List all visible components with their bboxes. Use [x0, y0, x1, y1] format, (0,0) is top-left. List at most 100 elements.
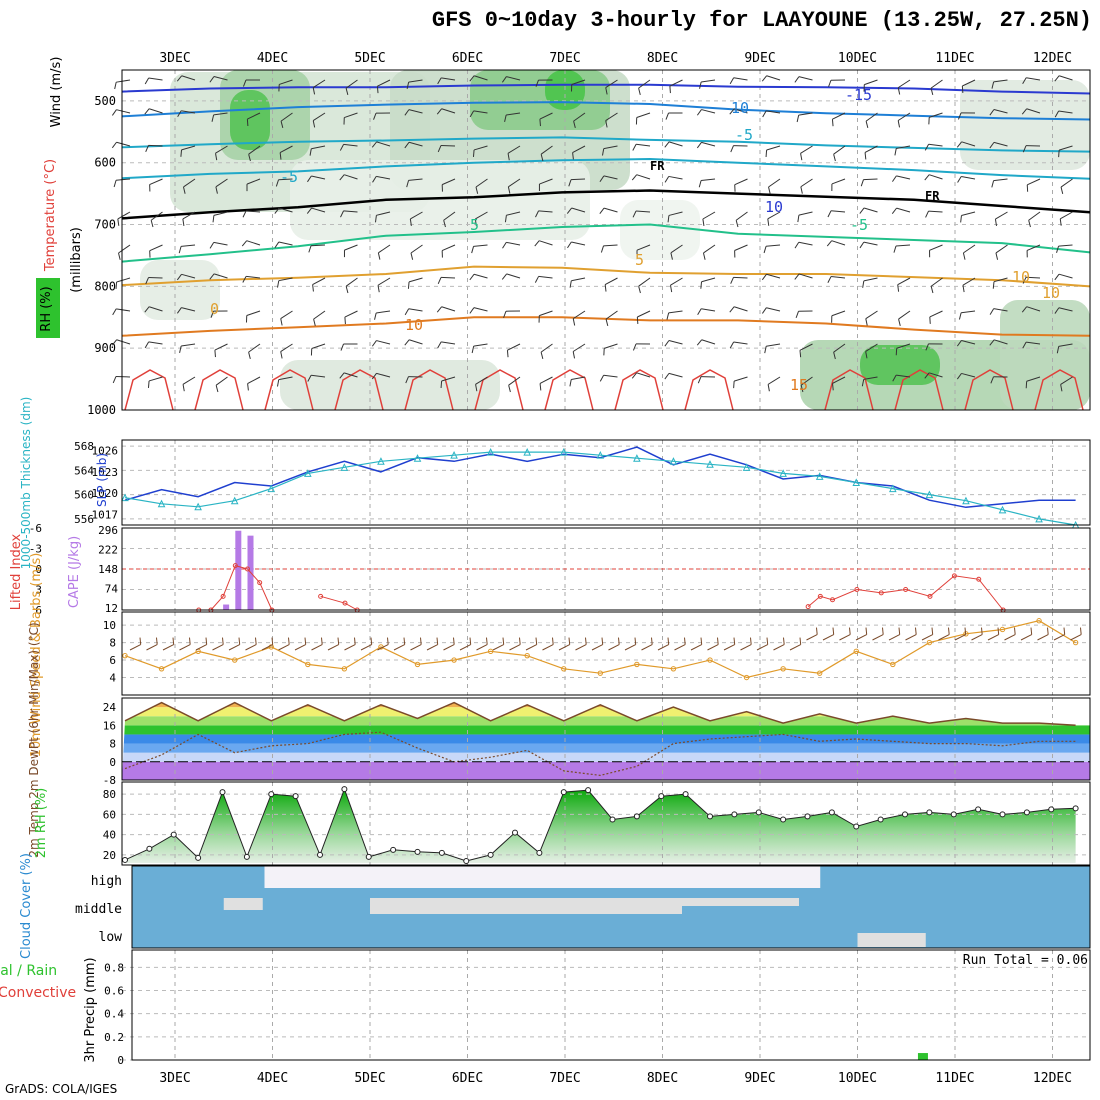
contour-label: FR	[650, 159, 665, 173]
wind-barb	[248, 343, 261, 353]
wind-barb	[409, 218, 412, 226]
wind-barb	[307, 375, 312, 382]
rh-marker	[560, 789, 567, 796]
wind-barb	[604, 343, 618, 349]
wind-barb	[798, 273, 813, 279]
isotherm-line	[121, 265, 1091, 288]
wind-barb	[150, 211, 163, 221]
surface-wind-barb	[650, 637, 653, 645]
wind-barb	[116, 79, 131, 83]
wind-barb	[280, 318, 283, 326]
wind-barb	[799, 350, 802, 358]
wind-barb	[149, 306, 163, 312]
wind-barb	[664, 373, 670, 380]
legend-convective: Convective	[0, 985, 76, 1001]
wind-barb	[180, 149, 183, 157]
wind-barb	[441, 376, 456, 382]
rh-marker	[1072, 805, 1079, 812]
wind-barb	[670, 277, 683, 286]
wind-barb	[148, 77, 163, 81]
wind-barb	[831, 240, 846, 246]
wind-barb	[344, 310, 358, 318]
surface-wind-barb	[228, 644, 240, 651]
red-contour	[194, 369, 244, 411]
rh-area	[125, 789, 1076, 863]
ylabel-slp: SLP (mb)	[95, 453, 109, 507]
surface-wind-barb	[311, 644, 323, 651]
precip-frame	[131, 949, 1091, 1061]
wind-barb	[1056, 346, 1060, 354]
wind-speed-marker	[158, 666, 165, 672]
surface-wind-barb	[179, 644, 191, 651]
chart-title: GFS 0~10day 3-hourly for LAAYOUNE (13.25…	[431, 8, 1092, 33]
date-label-top: 11DEC	[935, 51, 974, 66]
wind-barb	[863, 207, 878, 213]
date-label-top: 8DEC	[647, 51, 678, 66]
wind-barb	[242, 276, 247, 283]
wind-barb	[961, 372, 976, 378]
wind-barb	[827, 210, 832, 218]
surface-wind-barb	[525, 644, 537, 651]
wind-barb	[469, 75, 475, 82]
wind-barb	[181, 307, 196, 312]
lifted-index-tick: 0	[35, 563, 42, 576]
lifted-index-marker	[805, 604, 811, 610]
wind-barb	[668, 175, 683, 180]
precip-tick: 0.4	[104, 1008, 124, 1021]
isotherm-line	[121, 223, 1091, 263]
ylabel-lifted-index: Lifted Index	[9, 533, 24, 610]
surface-wind-barb	[261, 644, 273, 651]
wind-speed-marker	[487, 648, 494, 655]
surface-wind-barb	[558, 644, 570, 651]
wind-barb	[632, 343, 637, 351]
surface-wind-barb	[212, 644, 224, 651]
surface-wind-barb	[1030, 627, 1033, 635]
rh-marker	[512, 829, 518, 836]
wind-barb	[440, 276, 456, 279]
surface-wind-barb	[535, 637, 538, 645]
wind-barb	[632, 210, 637, 218]
wind-barb	[701, 277, 716, 283]
surface-wind-barb	[584, 637, 587, 645]
precip-tick: 0.2	[104, 1031, 124, 1044]
wind-barb	[538, 210, 553, 213]
wind-barb	[569, 379, 572, 387]
wind-barb	[246, 178, 261, 185]
wind-barb	[734, 244, 748, 251]
wind-barb	[113, 180, 117, 188]
wind-barb	[734, 178, 748, 186]
wind-barb	[995, 252, 999, 260]
wind-barb	[241, 240, 248, 247]
wind-barb	[761, 75, 768, 82]
wind-barb	[280, 310, 293, 319]
wind-barb	[827, 276, 832, 283]
wind-barb	[794, 76, 800, 83]
wind-barb	[213, 112, 228, 116]
wind-barb	[246, 275, 261, 279]
wind-barb	[763, 246, 767, 254]
thickness-marker	[596, 451, 605, 459]
surface-wind-barb	[271, 637, 274, 645]
wind-barb	[701, 141, 716, 147]
wind-barb	[116, 308, 131, 312]
wind-barb	[573, 121, 576, 129]
wind-barb	[832, 376, 846, 384]
wind-barb	[636, 372, 651, 378]
wind-barb	[376, 372, 391, 378]
wind-barb	[378, 244, 391, 254]
wind-barb	[1058, 307, 1073, 312]
wind-barb	[247, 112, 261, 120]
wind-barb	[765, 150, 768, 158]
wind-barb	[404, 339, 410, 346]
wind-barb	[372, 176, 377, 183]
rh-marker	[633, 813, 640, 820]
thickness-marker	[304, 469, 312, 477]
thickness-marker	[962, 496, 970, 505]
cape-bar	[223, 604, 230, 610]
wind-barb	[664, 340, 670, 347]
wind-barb	[990, 376, 994, 384]
wind-barb	[1026, 376, 1041, 382]
wind-barb	[989, 142, 995, 149]
wind-barb	[345, 277, 358, 287]
